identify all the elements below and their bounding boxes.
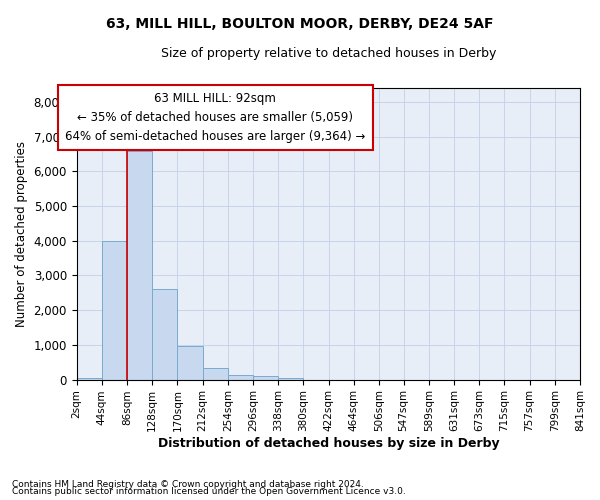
Bar — [253, 376, 278, 380]
X-axis label: Distribution of detached houses by size in Derby: Distribution of detached houses by size … — [158, 437, 499, 450]
Bar — [127, 150, 152, 380]
Text: 63 MILL HILL: 92sqm
← 35% of detached houses are smaller (5,059)
64% of semi-det: 63 MILL HILL: 92sqm ← 35% of detached ho… — [65, 92, 365, 143]
Bar — [278, 378, 304, 380]
Title: Size of property relative to detached houses in Derby: Size of property relative to detached ho… — [161, 48, 496, 60]
Bar — [178, 346, 203, 380]
Bar — [203, 368, 228, 380]
Bar — [152, 288, 178, 380]
Text: 63, MILL HILL, BOULTON MOOR, DERBY, DE24 5AF: 63, MILL HILL, BOULTON MOOR, DERBY, DE24… — [106, 18, 494, 32]
Y-axis label: Number of detached properties: Number of detached properties — [15, 141, 28, 327]
Bar — [77, 378, 102, 380]
Bar — [228, 375, 253, 380]
Text: Contains HM Land Registry data © Crown copyright and database right 2024.: Contains HM Land Registry data © Crown c… — [12, 480, 364, 489]
Text: Contains public sector information licensed under the Open Government Licence v3: Contains public sector information licen… — [12, 488, 406, 496]
Bar — [102, 241, 127, 380]
